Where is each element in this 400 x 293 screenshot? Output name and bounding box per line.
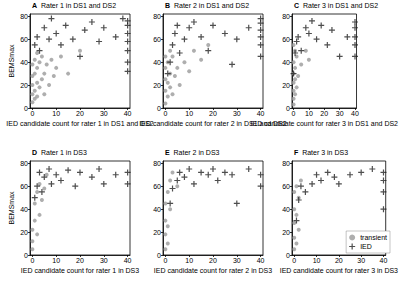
svg-text:20: 20 [153,229,161,236]
svg-text:20: 20 [76,110,84,117]
svg-text:40: 40 [153,206,161,213]
svg-text:80: 80 [20,160,28,167]
svg-text:20: 20 [320,110,328,117]
svg-text:IED candidate count for rater: IED candidate count for rater 3 in DS3 [280,267,398,274]
svg-text:IED candidate count for rater: IED candidate count for rater 2 in DS1 a… [139,119,287,127]
svg-text:0: 0 [157,252,161,259]
svg-text:D: D [32,149,38,156]
svg-text:0: 0 [286,252,290,259]
svg-text:10: 10 [185,257,193,264]
svg-text:30: 30 [233,257,241,264]
svg-text:40: 40 [20,59,28,66]
svg-text:10: 10 [313,257,321,264]
svg-text:40: 40 [153,59,161,66]
svg-text:Rater 1 in DS3: Rater 1 in DS3 [37,149,87,156]
svg-text:Rater 3 in DS3: Rater 3 in DS3 [298,149,348,156]
svg-text:E: E [165,149,170,156]
svg-text:IED candidate count for rater: IED candidate count for rater 1 in DS1 a… [6,120,154,127]
svg-text:transient: transient [360,234,387,241]
svg-text:IED candidate count for rater: IED candidate count for rater 3 in DS1 a… [251,120,399,127]
svg-text:20: 20 [76,257,84,264]
svg-text:BEMSmax: BEMSmax [8,44,15,78]
svg-text:80: 80 [282,13,290,20]
svg-text:40: 40 [20,206,28,213]
svg-text:30: 30 [357,257,365,264]
svg-text:30: 30 [100,257,108,264]
svg-text:A: A [32,2,38,9]
svg-text:20: 20 [20,229,28,236]
svg-text:Rater 2 in DS3: Rater 2 in DS3 [170,149,220,156]
svg-text:0: 0 [163,257,167,264]
svg-text:0: 0 [286,105,290,112]
svg-text:0: 0 [292,110,296,117]
svg-text:0: 0 [157,105,161,112]
svg-text:20: 20 [209,257,217,264]
svg-text:40: 40 [124,257,132,264]
svg-text:40: 40 [282,59,290,66]
svg-text:40: 40 [351,110,359,117]
svg-text:30: 30 [100,110,108,117]
svg-text:40: 40 [380,257,388,264]
svg-text:BEMSmax: BEMSmax [8,191,15,225]
svg-text:20: 20 [209,110,217,117]
svg-text:40: 40 [257,257,265,264]
svg-text:20: 20 [282,82,290,89]
svg-text:60: 60 [282,36,290,43]
svg-text:60: 60 [20,183,28,190]
svg-text:F: F [294,149,299,156]
svg-text:20: 20 [282,229,290,236]
svg-text:10: 10 [185,110,193,117]
svg-text:80: 80 [20,13,28,20]
svg-text:30: 30 [336,110,344,117]
svg-text:60: 60 [282,183,290,190]
svg-text:0: 0 [292,257,296,264]
svg-text:60: 60 [153,36,161,43]
svg-text:10: 10 [305,110,313,117]
svg-text:IED candidate count for rater: IED candidate count for rater 1 in DS3 [21,267,139,274]
svg-text:Rater 1 in DS1 and DS2: Rater 1 in DS1 and DS2 [37,2,116,9]
svg-text:Rater 3 in DS1 and DS2: Rater 3 in DS1 and DS2 [299,2,378,9]
svg-text:10: 10 [52,110,60,117]
svg-text:80: 80 [153,160,161,167]
svg-text:80: 80 [282,160,290,167]
svg-text:60: 60 [153,183,161,190]
svg-text:B: B [165,2,171,9]
svg-text:40: 40 [282,206,290,213]
svg-text:0: 0 [30,257,34,264]
svg-text:30: 30 [233,110,241,117]
svg-text:40: 40 [124,110,132,117]
svg-text:IED candidate count for rater: IED candidate count for rater 2 in DS3 [154,267,272,274]
svg-text:40: 40 [257,110,265,117]
svg-text:0: 0 [163,110,167,117]
svg-text:0: 0 [24,252,28,259]
svg-text:IED: IED [360,243,372,250]
svg-text:0: 0 [24,105,28,112]
svg-text:10: 10 [52,257,60,264]
svg-text:20: 20 [20,82,28,89]
svg-text:20: 20 [335,257,343,264]
svg-text:Rater 2 in DS1 and DS2: Rater 2 in DS1 and DS2 [170,2,249,9]
svg-text:80: 80 [153,13,161,20]
svg-text:C: C [294,2,300,9]
svg-text:20: 20 [153,82,161,89]
svg-text:60: 60 [20,36,28,43]
svg-text:0: 0 [30,110,34,117]
